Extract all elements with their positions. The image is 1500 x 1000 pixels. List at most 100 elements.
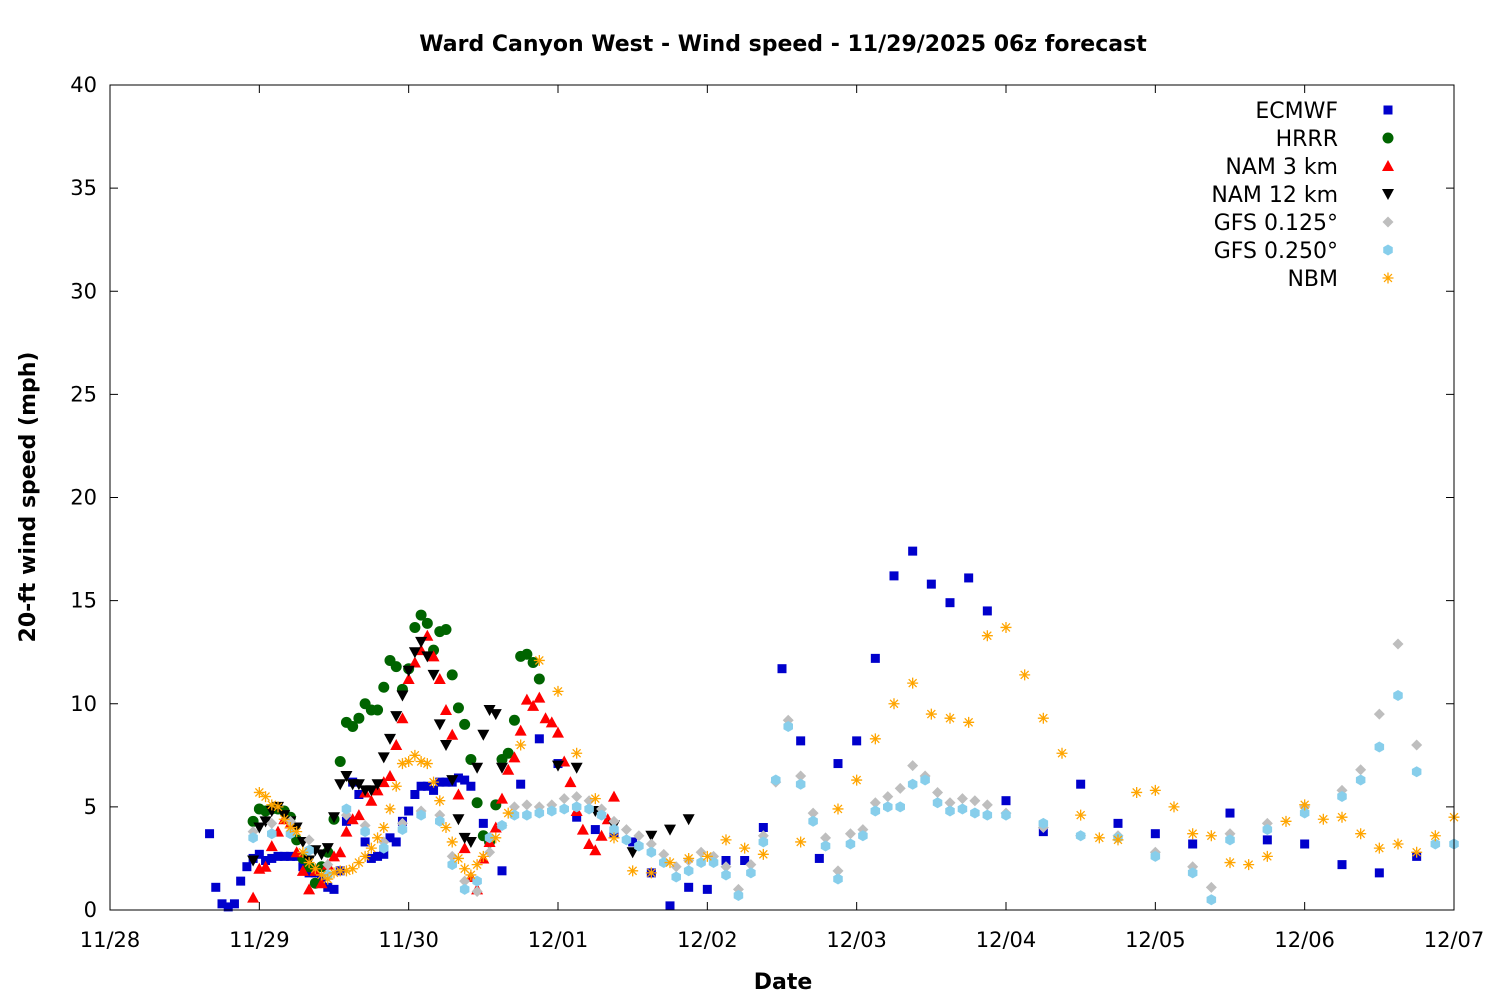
x-axis-ticks: 11/28 11/29 11/30 12/01 12/02 12/03 12/04 12/05… xyxy=(80,85,1484,952)
data-point xyxy=(261,856,271,865)
data-point xyxy=(465,869,477,881)
data-point xyxy=(440,822,452,833)
data-point xyxy=(932,797,943,809)
data-point xyxy=(433,719,446,731)
data-point xyxy=(290,846,303,858)
legend: ECMWF HRRR NAM 3 km NAM 12 km GFS 0.125° GFS … xyxy=(1211,99,1394,292)
data-point xyxy=(583,795,595,807)
data-point xyxy=(1113,818,1123,828)
data-point xyxy=(589,844,602,856)
data-point xyxy=(373,851,383,861)
data-point xyxy=(340,770,353,782)
data-point xyxy=(608,832,620,844)
data-point xyxy=(428,776,440,788)
data-point xyxy=(664,824,676,836)
data-point xyxy=(379,849,389,859)
y-axis-label: 20-ft wind speed (mph) xyxy=(16,352,41,643)
data-point xyxy=(242,862,252,872)
data-point xyxy=(365,785,378,797)
data-point xyxy=(889,571,899,581)
data-point xyxy=(1019,669,1031,681)
data-point xyxy=(888,698,900,710)
data-point xyxy=(1373,708,1385,720)
data-point xyxy=(452,852,464,864)
data-point xyxy=(446,728,459,740)
data-point xyxy=(254,849,264,859)
data-point xyxy=(521,648,533,660)
data-point xyxy=(552,726,564,738)
data-point xyxy=(490,832,502,844)
data-point xyxy=(516,779,526,789)
data-point xyxy=(353,712,365,724)
y-tick-label: 35 xyxy=(70,176,97,200)
chart-title: Ward Canyon West - Wind speed - 11/29/20… xyxy=(419,32,1147,57)
data-point xyxy=(1355,774,1366,786)
data-point xyxy=(296,864,309,876)
data-point xyxy=(484,846,496,858)
data-point xyxy=(832,865,844,877)
data-point xyxy=(795,836,807,848)
data-point xyxy=(1150,829,1160,839)
data-point xyxy=(701,850,713,862)
data-point xyxy=(571,801,582,813)
data-point xyxy=(1001,796,1011,806)
data-point xyxy=(329,884,339,894)
data-point xyxy=(1373,842,1385,854)
x-tick-label: 11/29 xyxy=(229,928,290,952)
legend-marker xyxy=(1383,244,1393,256)
data-point xyxy=(340,865,352,877)
x-tick-label: 12/05 xyxy=(1125,928,1186,952)
data-point xyxy=(533,654,545,666)
data-point xyxy=(944,712,956,724)
data-point xyxy=(378,681,390,693)
data-point xyxy=(508,714,520,726)
data-point xyxy=(964,573,974,583)
data-point xyxy=(421,617,433,629)
data-point xyxy=(1429,830,1441,842)
y-tick-label: 15 xyxy=(70,589,97,613)
legend-label: NAM 3 km xyxy=(1225,155,1338,180)
data-point xyxy=(272,801,284,813)
data-point xyxy=(483,704,496,716)
data-point xyxy=(278,813,290,825)
data-point xyxy=(620,824,632,836)
data-point xyxy=(894,782,906,794)
data-point xyxy=(459,718,471,730)
data-point xyxy=(372,832,384,844)
data-point xyxy=(739,842,751,854)
data-point xyxy=(1001,809,1011,821)
data-point xyxy=(1205,881,1217,893)
data-point xyxy=(533,691,546,703)
data-point xyxy=(340,825,353,837)
data-point xyxy=(626,847,639,859)
data-point xyxy=(291,826,303,838)
data-point xyxy=(720,861,732,873)
data-point xyxy=(1187,867,1198,879)
data-point xyxy=(415,756,427,767)
data-point xyxy=(408,647,421,659)
data-point xyxy=(1355,828,1367,840)
data-point xyxy=(1262,835,1272,845)
data-points xyxy=(205,546,1460,912)
data-point xyxy=(267,853,277,863)
data-point xyxy=(440,624,452,635)
data-point xyxy=(1187,828,1199,840)
data-point xyxy=(378,822,390,833)
data-point xyxy=(416,809,426,821)
data-point xyxy=(396,712,409,724)
data-point xyxy=(1261,850,1273,862)
data-point xyxy=(1430,838,1441,850)
data-point xyxy=(740,856,750,865)
data-point xyxy=(497,866,507,876)
data-point xyxy=(533,673,545,685)
data-point xyxy=(522,809,532,821)
data-point xyxy=(365,842,377,854)
data-point xyxy=(795,770,807,782)
data-point xyxy=(415,609,427,621)
data-point xyxy=(433,673,446,684)
legend-label: ECMWF xyxy=(1255,99,1338,124)
data-point xyxy=(845,838,856,850)
data-point xyxy=(795,778,806,790)
data-point xyxy=(671,871,681,883)
